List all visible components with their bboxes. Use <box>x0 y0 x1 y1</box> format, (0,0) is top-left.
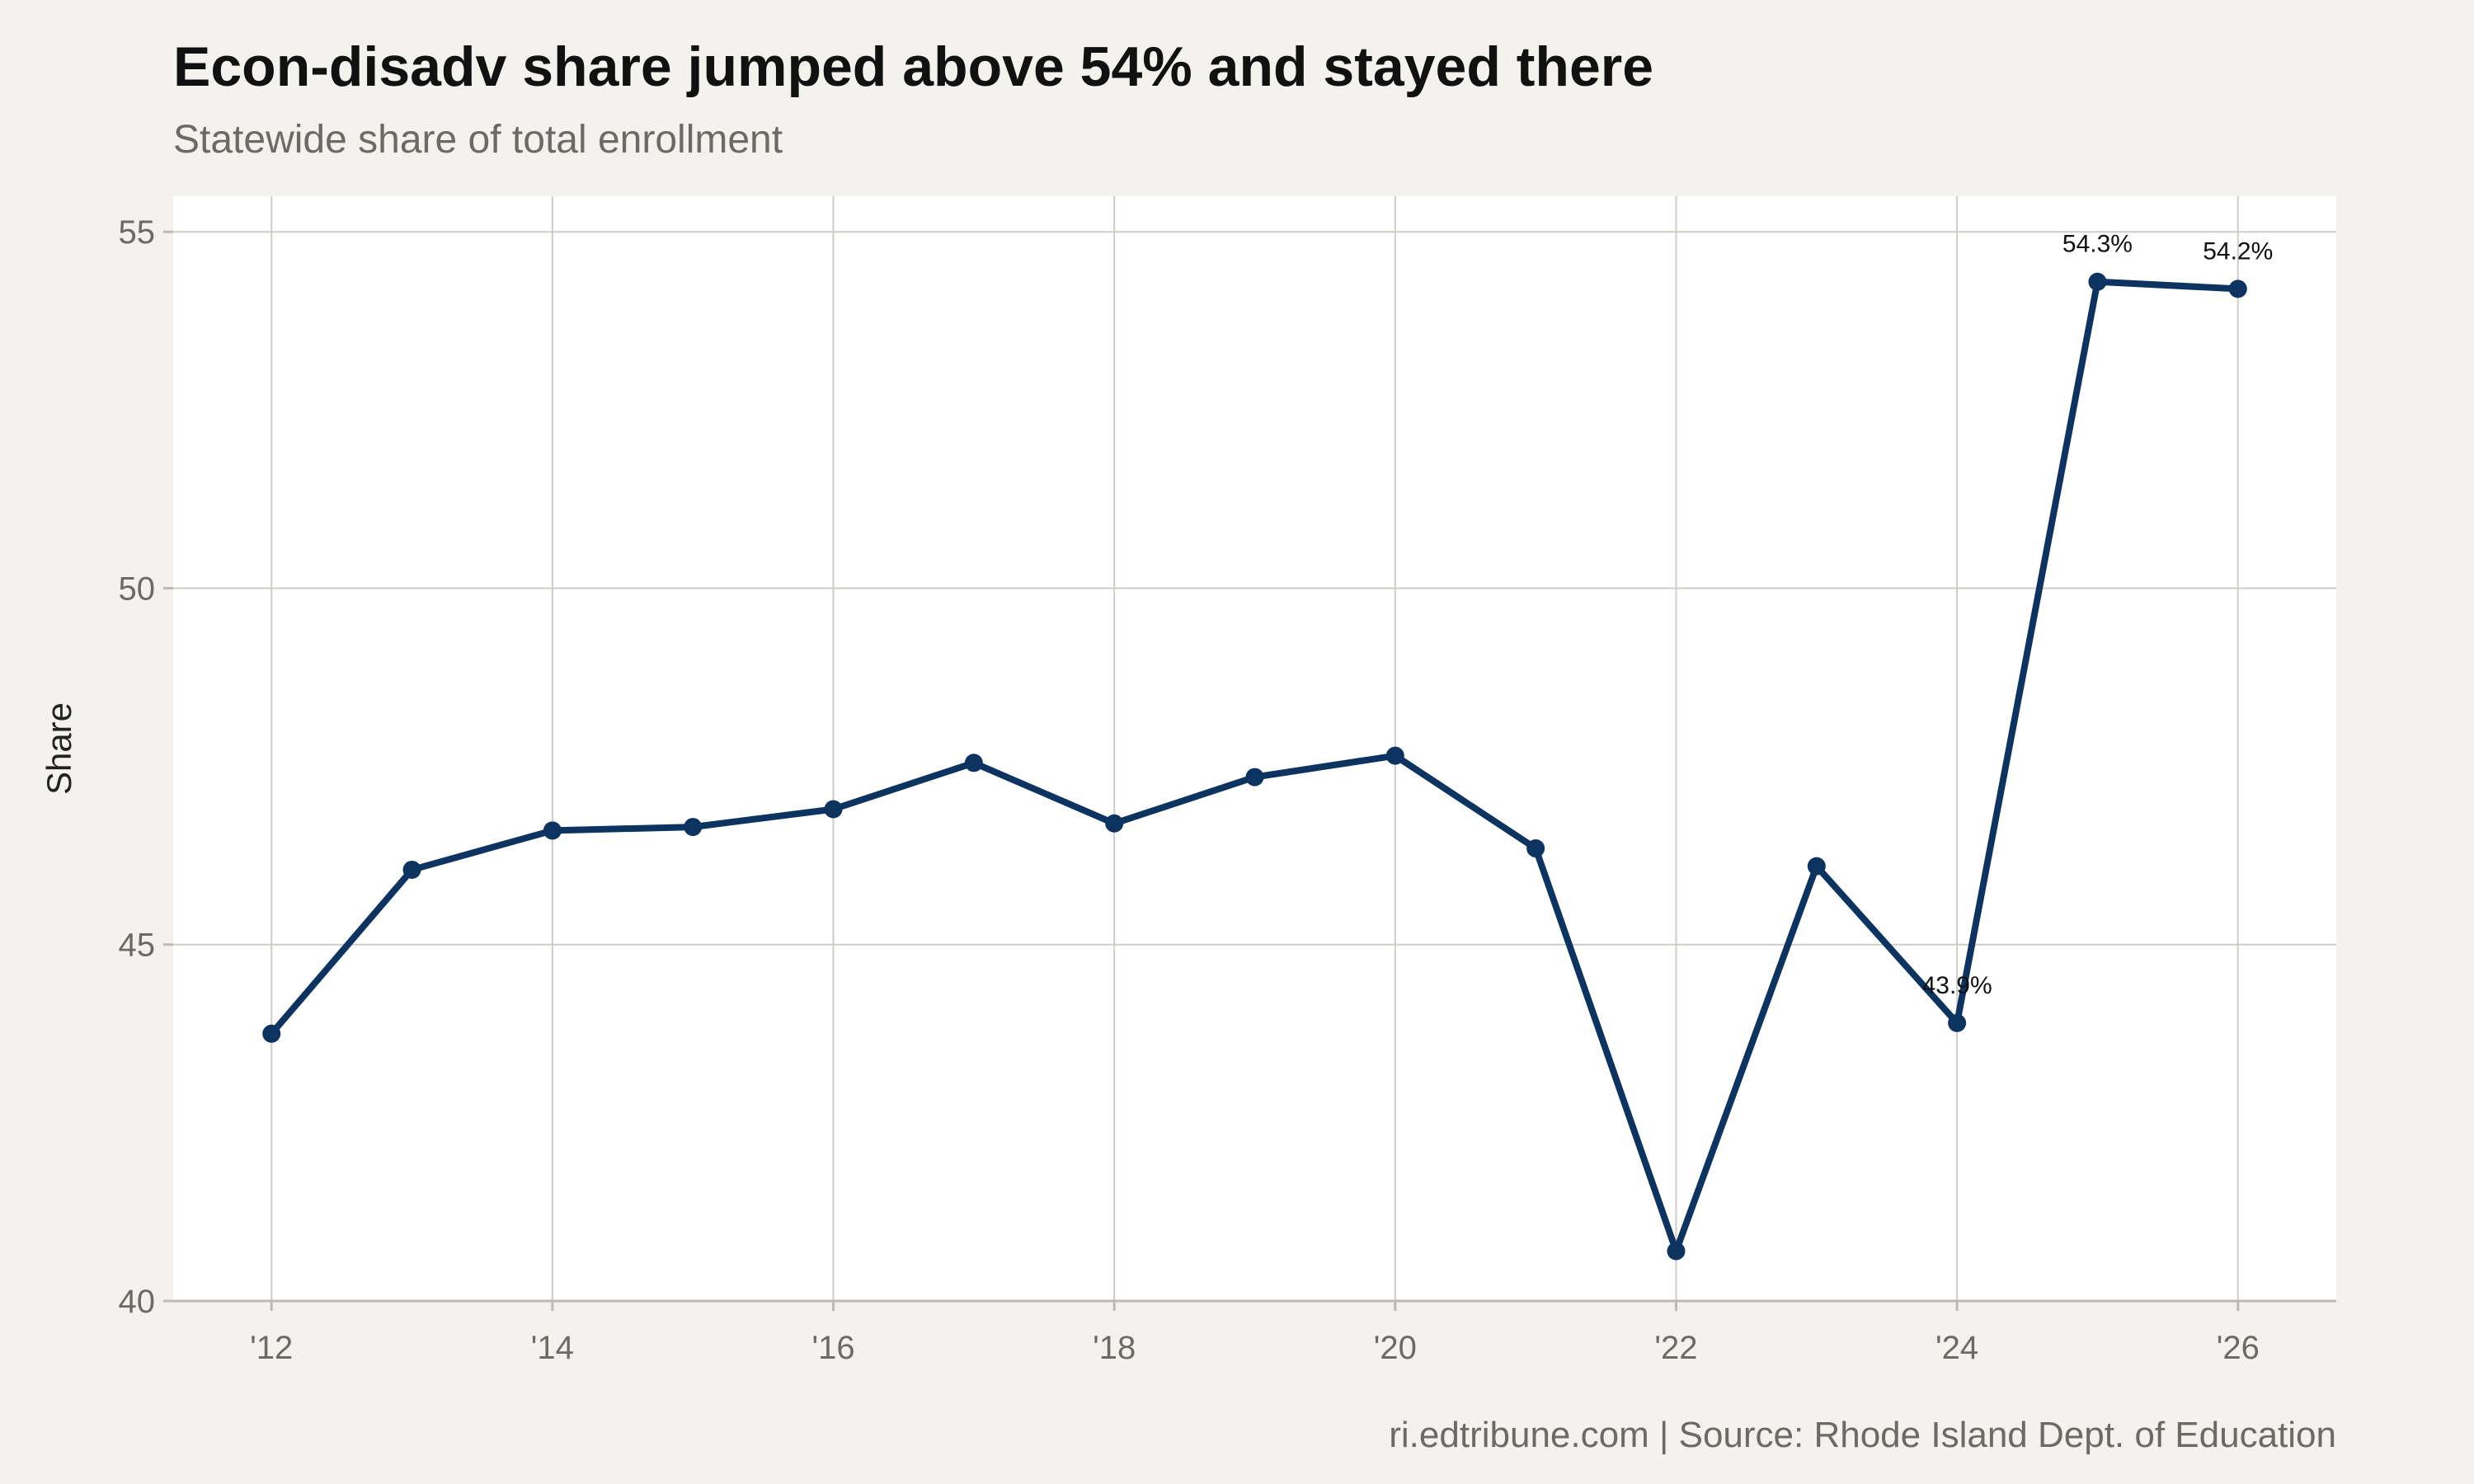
data-label: 54.2% <box>2203 237 2273 265</box>
y-tick-label: 45 <box>119 928 156 964</box>
data-point <box>1105 814 1124 833</box>
x-tick-label: '18 <box>1093 1330 1136 1366</box>
chart-title: Econ-disadv share jumped above 54% and s… <box>173 35 1654 98</box>
data-point <box>1807 857 1826 876</box>
x-tick-label: '12 <box>250 1330 293 1366</box>
x-tick-label: '22 <box>1654 1330 1697 1366</box>
y-axis-title: Share <box>40 702 78 795</box>
data-point <box>1245 768 1264 787</box>
y-tick-label: 55 <box>119 214 156 251</box>
chart-subtitle: Statewide share of total enrollment <box>173 118 783 162</box>
data-points <box>262 272 2247 1261</box>
data-labels: 43.9% 54.3% 54.2% <box>1922 231 2274 999</box>
y-tick-label: 50 <box>119 571 156 607</box>
data-point <box>2088 272 2107 291</box>
y-axis-ticks: 40 45 50 55 <box>119 214 173 1320</box>
data-label: 54.3% <box>2062 231 2133 258</box>
data-point <box>402 860 421 879</box>
data-point <box>1667 1242 1686 1261</box>
data-point <box>684 818 703 837</box>
plot-panel <box>173 196 2336 1301</box>
data-point <box>2228 279 2247 298</box>
x-tick-label: '14 <box>531 1330 574 1366</box>
data-point <box>1948 1013 1967 1032</box>
data-point <box>964 754 983 773</box>
x-tick-label: '20 <box>1374 1330 1417 1366</box>
data-point <box>1385 746 1404 765</box>
data-point <box>262 1024 281 1043</box>
source-caption: ri.edtribune.com | Source: Rhode Island … <box>1389 1415 2336 1455</box>
data-point <box>1526 839 1545 858</box>
y-tick-label: 40 <box>119 1284 156 1320</box>
data-label: 43.9% <box>1922 972 1992 999</box>
x-tick-label: '26 <box>2217 1330 2260 1366</box>
x-tick-label: '16 <box>811 1330 854 1366</box>
x-tick-label: '24 <box>1935 1330 1978 1366</box>
data-point <box>824 800 843 819</box>
x-axis-ticks: '12 '14 '16 '18 '20 '22 '24 '26 <box>250 1301 2260 1366</box>
data-point <box>543 821 562 840</box>
